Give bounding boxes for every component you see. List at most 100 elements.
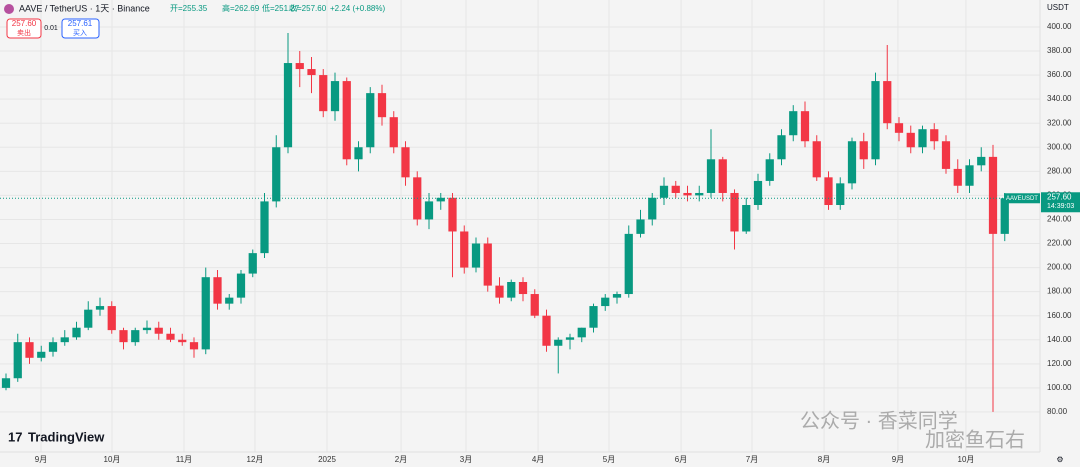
candle-body [25, 342, 34, 358]
candle-body [366, 93, 375, 148]
candle-body [107, 306, 116, 331]
candle-body [178, 339, 187, 343]
candle-body [236, 273, 246, 298]
candle-body [166, 333, 175, 340]
brand-watermark: TradingView [28, 429, 105, 444]
candle-body [612, 294, 622, 298]
candle-body [577, 327, 586, 338]
candle-body [13, 342, 22, 379]
buy-button[interactable] [61, 18, 100, 39]
candle-body [436, 197, 445, 202]
candle-body [977, 156, 986, 166]
y-tick-label: 100.00 [1047, 383, 1072, 392]
candle-body [765, 159, 774, 181]
candle-body [589, 306, 598, 328]
candle-body [918, 129, 927, 148]
candle-body [48, 342, 58, 352]
x-tick-label: 9月 [35, 455, 47, 464]
candle-body [272, 147, 281, 202]
candle-body [718, 159, 727, 193]
candle-body [84, 309, 93, 328]
candle-body [248, 253, 257, 274]
candle-body [706, 159, 716, 193]
y-tick-label: 180.00 [1047, 287, 1072, 296]
candle-body [836, 183, 845, 206]
candle-body [1000, 198, 1009, 234]
candle-body [424, 201, 434, 220]
price-label-box [1041, 192, 1080, 213]
candle-body [72, 327, 81, 338]
candle-body [389, 117, 398, 148]
symbol-label: AAVEUSDT [1006, 196, 1038, 202]
candle-body [695, 192, 704, 196]
candle-body [683, 192, 692, 196]
candle-body [295, 63, 304, 70]
candle-body [930, 129, 939, 142]
y-tick-label: 160.00 [1047, 311, 1072, 320]
price-label: 257.60 [1047, 192, 1072, 201]
candle-body [565, 337, 575, 340]
candle-body [354, 147, 363, 160]
spread: 0.01 [44, 25, 58, 32]
x-tick-label: 2025 [318, 455, 336, 464]
candle-body [988, 156, 998, 234]
x-tick-label: 4月 [532, 455, 544, 464]
candle-body [636, 219, 645, 234]
sell-button[interactable] [6, 18, 42, 39]
candle-body [730, 192, 739, 232]
candle-body [753, 180, 763, 206]
candle-body [601, 297, 610, 307]
buy-label: 买入 [73, 29, 87, 37]
candles [1, 32, 1009, 412]
channel-watermark: 公众号 · 香菜同学 [800, 409, 958, 432]
candle-body [131, 330, 140, 343]
candle-body [330, 81, 340, 112]
candle-body [154, 327, 163, 334]
x-tick-label: 5月 [603, 455, 615, 464]
y-tick-label: 200.00 [1047, 263, 1072, 272]
candle-body [225, 297, 234, 304]
candle-body [859, 141, 868, 160]
symbol-label-box [1004, 193, 1040, 204]
y-tick-label: 80.00 [1047, 407, 1068, 416]
candle-body [530, 294, 539, 316]
candle-body [789, 111, 798, 136]
x-tick-label: 6月 [675, 455, 687, 464]
y-tick-label: 400.00 [1047, 22, 1072, 31]
y-tick-label: 300.00 [1047, 142, 1072, 151]
x-tick-label: 7月 [746, 455, 758, 464]
candle-body [377, 93, 387, 118]
candle-body [871, 81, 880, 160]
candle-body [483, 243, 492, 286]
candle-body [800, 111, 810, 142]
y-tick-label: 240.00 [1047, 215, 1072, 224]
grid [0, 0, 1040, 452]
symbol-icon [4, 4, 14, 14]
candle-body [401, 147, 410, 178]
candle-body [213, 277, 222, 304]
candle-body [507, 282, 516, 298]
y-tick-label: 220.00 [1047, 239, 1072, 248]
candle-body [60, 337, 69, 343]
ohlc-high: 高=262.69 [222, 3, 260, 13]
buy-price: 257.61 [68, 19, 93, 28]
candle-body [119, 330, 128, 343]
candle-body [460, 231, 469, 268]
candle-body [448, 197, 457, 232]
ohlc-change: +2.24 (+0.88%) [330, 4, 385, 13]
candle-body [953, 168, 962, 186]
candle-body [648, 197, 657, 220]
ohlc-low: 低=251.27 [262, 3, 300, 13]
candle-body [1, 378, 11, 388]
settings-icon[interactable]: ⚙ [1056, 455, 1063, 464]
sell-price: 257.60 [12, 19, 37, 28]
y-tick-label: 320.00 [1047, 118, 1072, 127]
x-tick-label: 10月 [104, 455, 121, 464]
x-tick-label: 8月 [818, 455, 830, 464]
candle-body [142, 327, 152, 331]
candle-body [742, 205, 751, 232]
candle-body [906, 132, 915, 148]
candle-body [965, 165, 974, 186]
author-watermark: 加密鱼石右 [925, 428, 1025, 451]
candle-body [847, 141, 857, 184]
